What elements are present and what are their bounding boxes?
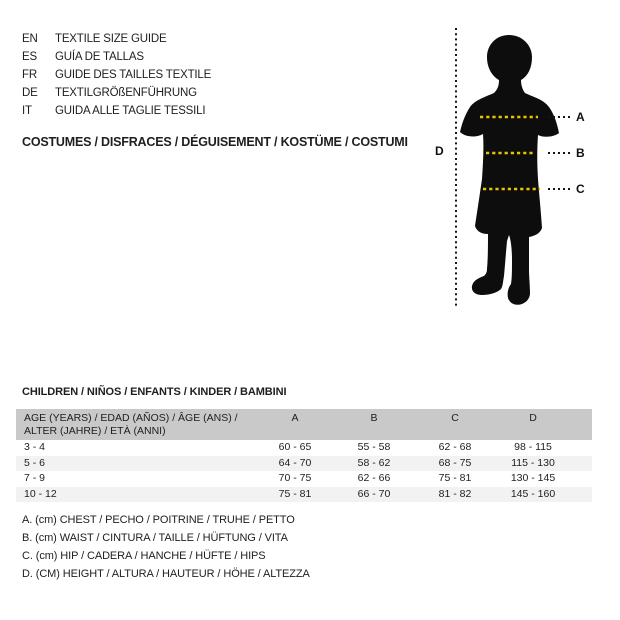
column-header-b: B xyxy=(370,411,378,424)
language-row-es: ES GUÍA DE TALLAS xyxy=(22,48,211,66)
size-table-header-row: AGE (YEARS) / EDAD (AÑOS) / ÂGE (ANS) / … xyxy=(16,409,592,440)
language-code: ES xyxy=(22,51,37,63)
age-cell: 7 - 9 xyxy=(24,472,46,484)
height-value: 130 - 145 xyxy=(510,472,556,484)
legend-chest: A. (cm) CHEST / PECHO / POITRINE / TRUHE… xyxy=(22,514,295,526)
language-code: DE xyxy=(22,87,38,99)
child-silhouette-figure xyxy=(455,28,571,308)
hip-value: 62 - 68 xyxy=(438,441,472,453)
waist-value: 58 - 62 xyxy=(357,456,391,469)
language-row-en: EN TEXTILE SIZE GUIDE xyxy=(22,30,211,48)
age-header-line2: ALTER (JAHRE) / ETÀ (ANNI) xyxy=(24,424,166,437)
table-section-title: CHILDREN / NIÑOS / ENFANTS / KINDER / BA… xyxy=(22,386,287,398)
table-row: 10 - 12 75 - 81 66 - 70 81 - 82 145 - 16… xyxy=(16,486,592,503)
row-spacer xyxy=(566,440,592,456)
age-cell: 10 - 12 xyxy=(24,487,57,500)
table-row: 5 - 6 64 - 70 58 - 62 68 - 75 115 - 130 xyxy=(16,455,592,472)
measurement-legend: A. (cm) CHEST / PECHO / POITRINE / TRUHE… xyxy=(22,511,310,583)
legend-hip: C. (cm) HIP / CADERA / HANCHE / HÜFTE / … xyxy=(22,550,266,562)
age-header-cell: AGE (YEARS) / EDAD (AÑOS) / ÂGE (ANS) / … xyxy=(16,409,252,438)
language-label: TEXTILGRÖßENFÜHRUNG xyxy=(55,87,197,99)
language-row-fr: FR GUIDE DES TAILLES TEXTILE xyxy=(22,66,211,84)
waist-value: 55 - 58 xyxy=(357,441,391,453)
language-row-de: DE TEXTILGRÖßENFÜHRUNG xyxy=(22,84,211,102)
table-row: 7 - 9 70 - 75 62 - 66 75 - 81 130 - 145 xyxy=(16,471,592,487)
hip-label: C xyxy=(576,182,585,196)
height-value: 145 - 160 xyxy=(510,487,556,500)
legend-height: D. (CM) HEIGHT / ALTURA / HAUTEUR / HÖHE… xyxy=(22,568,310,580)
row-spacer xyxy=(566,471,592,487)
row-spacer xyxy=(566,487,592,503)
chest-label: A xyxy=(576,110,585,124)
legend-waist: B. (cm) WAIST / CINTURA / TAILLE / HÜFTU… xyxy=(22,532,288,544)
age-cell: 3 - 4 xyxy=(24,441,46,453)
age-cell: 5 - 6 xyxy=(24,456,46,469)
waist-value: 66 - 70 xyxy=(357,487,391,500)
language-list: EN TEXTILE SIZE GUIDE ES GUÍA DE TALLAS … xyxy=(22,30,211,120)
chest-value: 64 - 70 xyxy=(278,456,312,469)
language-label: GUIDA ALLE TAGLIE TESSILI xyxy=(55,105,206,117)
column-header-c: C xyxy=(451,411,459,424)
chest-value: 60 - 65 xyxy=(278,441,312,453)
column-header-a: A xyxy=(291,411,299,424)
language-code: EN xyxy=(22,33,38,45)
language-row-it: IT GUIDA ALLE TAGLIE TESSILI xyxy=(22,102,211,120)
height-value: 98 - 115 xyxy=(514,441,552,453)
chest-value: 70 - 75 xyxy=(278,472,312,484)
measurement-figure: A B C D xyxy=(430,22,620,312)
language-label: GUIDE DES TAILLES TEXTILE xyxy=(55,69,212,81)
language-code: FR xyxy=(22,69,37,81)
age-header-line1: AGE (YEARS) / EDAD (AÑOS) / ÂGE (ANS) / xyxy=(24,411,238,424)
row-spacer xyxy=(566,456,592,472)
height-value: 115 - 130 xyxy=(511,456,555,469)
language-code: IT xyxy=(22,105,32,117)
table-row: 3 - 4 60 - 65 55 - 58 62 - 68 98 - 115 xyxy=(16,440,592,456)
language-label: TEXTILE SIZE GUIDE xyxy=(55,33,167,45)
waist-label: B xyxy=(576,146,585,160)
column-header-d: D xyxy=(529,411,537,424)
height-label: D xyxy=(435,144,444,158)
chest-value: 75 - 81 xyxy=(278,487,312,500)
language-label: GUÍA DE TALLAS xyxy=(55,51,144,63)
hip-value: 75 - 81 xyxy=(438,472,472,484)
child-silhouette xyxy=(460,35,559,305)
hip-value: 68 - 75 xyxy=(438,456,472,469)
waist-value: 62 - 66 xyxy=(357,472,391,484)
size-table: AGE (YEARS) / EDAD (AÑOS) / ÂGE (ANS) / … xyxy=(16,409,592,502)
category-title: COSTUMES / DISFRACES / DÉGUISEMENT / KOS… xyxy=(22,135,408,149)
hip-value: 81 - 82 xyxy=(438,487,472,500)
